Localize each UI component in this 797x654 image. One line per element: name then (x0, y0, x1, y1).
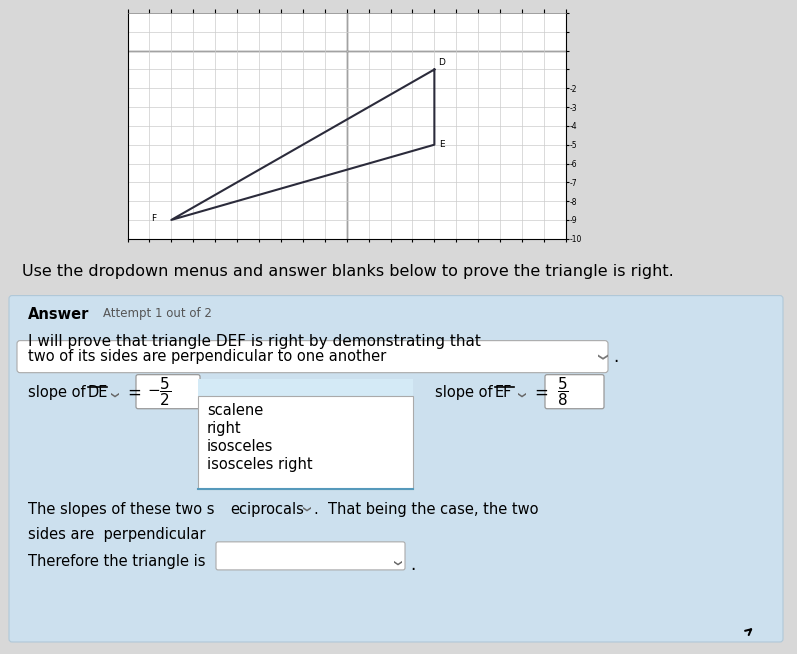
Text: D: D (438, 58, 445, 67)
Text: =: = (127, 384, 141, 402)
FancyBboxPatch shape (216, 542, 405, 570)
Text: Attempt 1 out of 2: Attempt 1 out of 2 (103, 307, 212, 320)
Text: EF: EF (495, 385, 512, 400)
FancyBboxPatch shape (545, 375, 604, 409)
Text: E: E (438, 140, 445, 149)
Text: scalene: scalene (207, 404, 263, 418)
Text: ❯: ❯ (517, 388, 526, 398)
Text: slope of: slope of (28, 385, 85, 400)
Text: two of its sides are perpendicular to one another: two of its sides are perpendicular to on… (28, 349, 387, 364)
Text: isosceles: isosceles (207, 439, 273, 455)
Text: .  That being the case, the two: . That being the case, the two (314, 502, 539, 517)
Text: Use the dropdown menus and answer blanks below to prove the triangle is right.: Use the dropdown menus and answer blanks… (22, 264, 673, 279)
Text: .: . (613, 348, 618, 366)
Text: Answer: Answer (28, 307, 89, 322)
Text: ❯: ❯ (596, 353, 606, 361)
Text: eciprocals: eciprocals (230, 502, 304, 517)
FancyBboxPatch shape (17, 341, 608, 373)
Text: ❯: ❯ (302, 502, 311, 511)
Text: ❯: ❯ (110, 388, 119, 398)
Text: right: right (207, 421, 241, 436)
Text: I will prove that triangle DEF is right by demonstrating that: I will prove that triangle DEF is right … (28, 334, 481, 349)
Text: isosceles right: isosceles right (207, 457, 312, 472)
Text: sides are  perpendicular: sides are perpendicular (28, 527, 206, 542)
FancyBboxPatch shape (9, 296, 783, 642)
FancyBboxPatch shape (136, 375, 200, 409)
Text: =: = (534, 384, 548, 402)
FancyBboxPatch shape (198, 396, 413, 489)
Text: The slopes of these two s: The slopes of these two s (28, 502, 214, 517)
Text: DE: DE (88, 385, 108, 400)
FancyBboxPatch shape (198, 379, 413, 397)
Text: slope of: slope of (435, 385, 493, 400)
Text: .: . (410, 556, 415, 574)
Text: Therefore the triangle is: Therefore the triangle is (28, 554, 206, 569)
Text: $-\dfrac{5}{2}$: $-\dfrac{5}{2}$ (147, 375, 171, 408)
Text: $\dfrac{5}{8}$: $\dfrac{5}{8}$ (557, 375, 569, 408)
Text: ❯: ❯ (393, 557, 402, 566)
Text: F: F (151, 213, 156, 222)
